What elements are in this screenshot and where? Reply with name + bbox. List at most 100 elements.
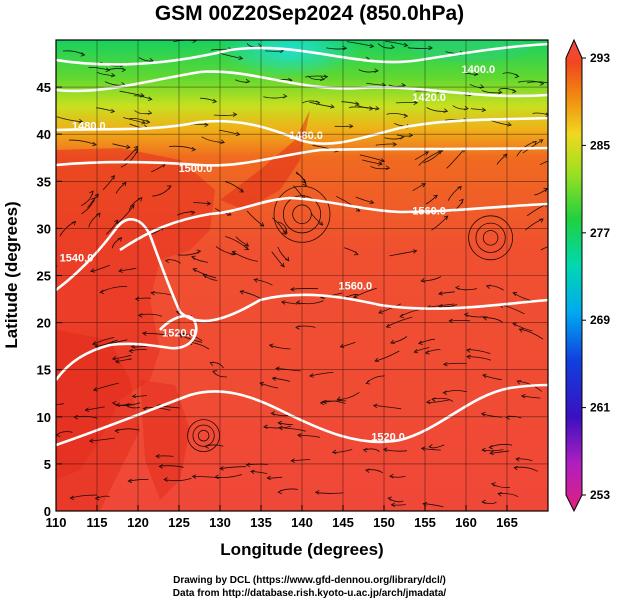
streamline [254, 279, 273, 286]
streamline-arrow [147, 96, 153, 101]
streamline [180, 333, 203, 342]
streamline [462, 71, 478, 75]
y-tick-label: 35 [37, 174, 51, 189]
contour-line [56, 218, 548, 323]
streamline [386, 316, 413, 328]
streamline-arrow [92, 387, 98, 392]
streamline-arrow [114, 428, 119, 434]
streamline-arrow [91, 341, 97, 346]
streamline-arrow [110, 72, 116, 78]
streamline-arrow [226, 211, 232, 216]
streamline [443, 390, 468, 394]
colorbar: 293 285 277 269 261 253 [565, 38, 610, 513]
streamline [115, 182, 127, 194]
streamline [96, 71, 115, 77]
streamline-arrow [481, 499, 486, 505]
streamline-arrow [204, 122, 209, 128]
streamline-arrow [387, 496, 393, 501]
x-tick-label: 160 [455, 515, 477, 530]
streamline [514, 466, 538, 472]
streamline [489, 443, 513, 448]
streamline [383, 449, 407, 452]
streamline-arrow [336, 396, 342, 401]
y-axis-title: Latitude (degrees) [2, 201, 21, 348]
streamline-arrow [365, 468, 370, 473]
streamline-arrow [110, 108, 116, 114]
colorbar-tick-label: 253 [590, 488, 610, 502]
streamline [443, 362, 467, 365]
streamline [259, 382, 279, 389]
streamline-arrow [121, 67, 127, 73]
credit-drawing: Drawing by DCL (https://www.gfd-dennou.o… [173, 575, 446, 586]
streamline [164, 477, 192, 482]
streamline-arrow [125, 144, 131, 150]
streamline [447, 185, 462, 201]
streamline-arrow [90, 197, 96, 202]
streamline [418, 338, 435, 344]
streamline-arrow [497, 492, 502, 497]
streamline-arrow [244, 245, 250, 251]
streamline-arrow [280, 262, 285, 268]
streamline [281, 301, 298, 305]
streamline [200, 97, 217, 103]
streamline [269, 344, 291, 350]
x-axis-title: Longitude (degrees) [220, 540, 383, 559]
streamline-arrow [105, 67, 111, 73]
streamline-arrow [428, 444, 433, 449]
streamline-arrow [84, 407, 90, 412]
x-tick-label: 145 [332, 515, 354, 530]
contour-label: 1420.0 [412, 92, 446, 104]
streamline-arrow [137, 313, 143, 318]
gridlines [56, 40, 548, 511]
streamline [142, 332, 170, 337]
streamline [337, 392, 360, 400]
circulation-ring [187, 419, 221, 453]
x-tick-label: 165 [496, 515, 518, 530]
streamline-arrow [113, 219, 119, 225]
streamline-arrow [512, 322, 518, 327]
streamline [225, 181, 244, 193]
streamline [193, 202, 211, 205]
streamline [426, 107, 448, 112]
streamline [90, 264, 110, 272]
streamline-arrow [481, 447, 486, 453]
streamline-arrow [121, 181, 127, 187]
streamline-arrow [455, 285, 460, 290]
contour-line [119, 196, 548, 252]
streamline-arrow [69, 495, 75, 500]
streamline [390, 336, 408, 344]
streamline-arrow [192, 268, 198, 273]
streamline-arrow [314, 490, 320, 495]
streamline [192, 476, 220, 479]
streamline-arrow [515, 457, 520, 462]
streamline [133, 95, 152, 100]
x-tick-label: 130 [209, 515, 231, 530]
streamline [539, 160, 548, 166]
streamline-arrow [424, 350, 430, 355]
streamline-arrow [385, 165, 391, 170]
contour-label: 1560.0 [338, 281, 372, 293]
streamline-arrow [259, 381, 264, 387]
streamline-arrow [148, 57, 154, 63]
streamline [421, 276, 442, 282]
streamline [362, 159, 383, 165]
streamline [100, 285, 128, 293]
streamline-arrow [431, 397, 436, 402]
streamline [518, 80, 544, 85]
height-contours [56, 42, 548, 447]
streamline-arrow [417, 340, 423, 345]
y-tick-label: 40 [37, 127, 51, 142]
contour-line [56, 383, 548, 447]
streamline-arrow [155, 453, 160, 459]
credit-data: Data from http://database.rish.kyoto-u.a… [172, 588, 447, 599]
y-tick-label: 0 [44, 504, 51, 519]
streamline [118, 267, 137, 272]
streamline-arrow [389, 473, 394, 479]
streamline [414, 151, 429, 161]
streamline-arrow [442, 390, 448, 395]
streamline [438, 304, 458, 308]
y-tick-label: 25 [37, 269, 51, 284]
streamline-arrow [443, 108, 449, 113]
streamline-arrow [353, 251, 359, 256]
streamline [272, 217, 287, 235]
